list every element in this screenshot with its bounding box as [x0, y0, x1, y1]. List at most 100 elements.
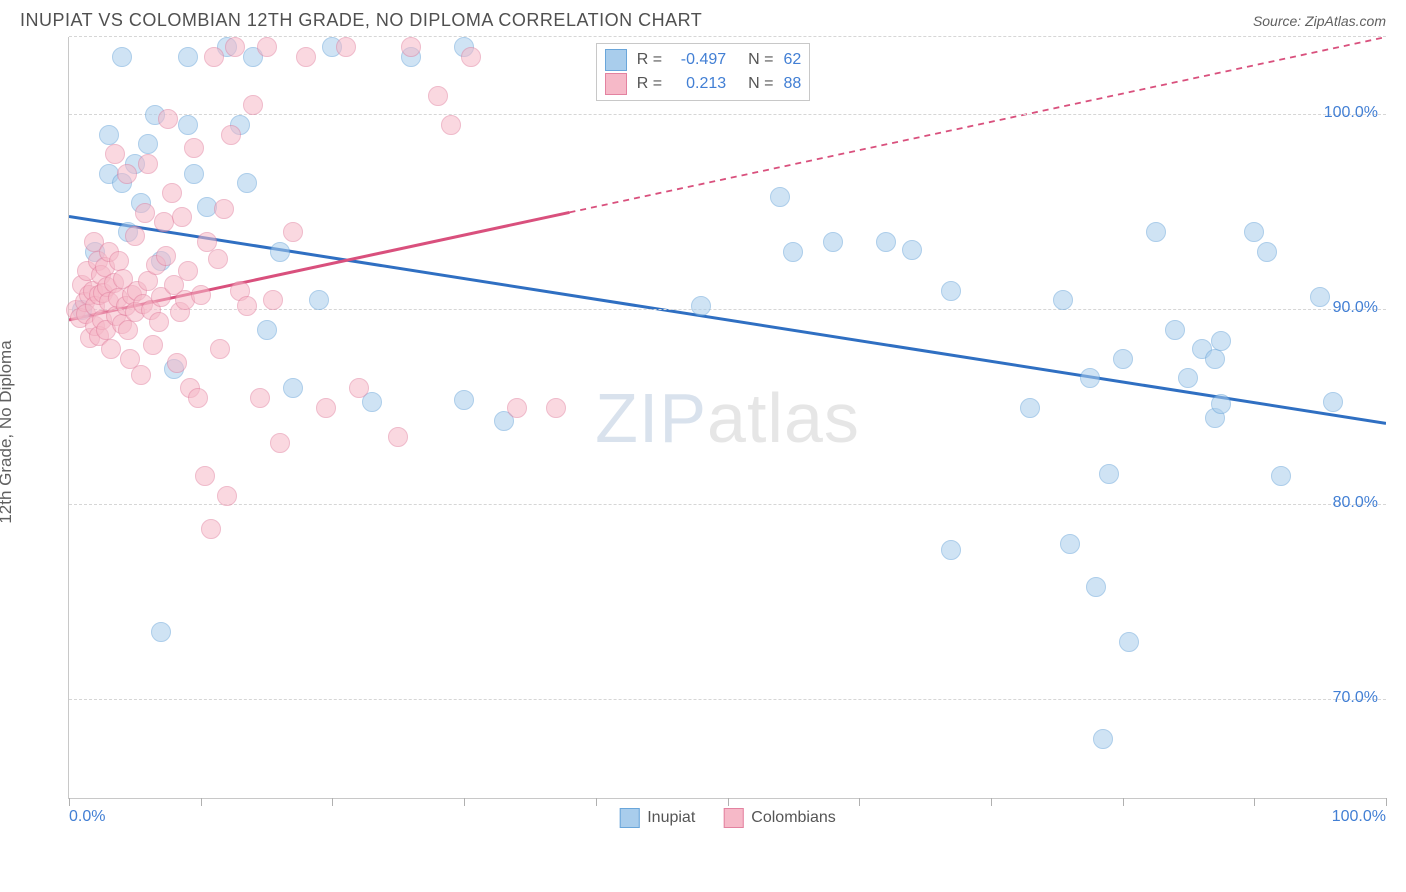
legend-swatch	[605, 49, 627, 71]
series-legend-label: Inupiat	[647, 809, 695, 827]
data-point	[184, 164, 204, 184]
data-point	[1211, 394, 1231, 414]
data-point	[1053, 290, 1073, 310]
data-point	[1146, 222, 1166, 242]
legend-r-label: R =	[637, 75, 662, 93]
data-point	[178, 47, 198, 67]
data-point	[349, 378, 369, 398]
legend-r-value: 0.213	[672, 75, 726, 93]
data-point	[902, 240, 922, 260]
data-point	[283, 222, 303, 242]
gridline	[69, 699, 1386, 700]
x-tick	[596, 798, 597, 806]
data-point	[401, 37, 421, 57]
source-label: Source: ZipAtlas.com	[1253, 13, 1386, 29]
data-point	[237, 173, 257, 193]
x-tick	[859, 798, 860, 806]
data-point	[237, 296, 257, 316]
data-point	[876, 232, 896, 252]
legend-row: R = -0.497 N = 62	[605, 48, 801, 72]
data-point	[1086, 577, 1106, 597]
data-point	[388, 427, 408, 447]
data-point	[1271, 466, 1291, 486]
data-point	[188, 388, 208, 408]
data-point	[184, 138, 204, 158]
legend-n-label: N =	[748, 51, 773, 69]
data-point	[1165, 320, 1185, 340]
data-point	[156, 246, 176, 266]
data-point	[1080, 368, 1100, 388]
data-point	[149, 312, 169, 332]
x-tick-label: 0.0%	[69, 808, 105, 826]
legend-r-value: -0.497	[672, 51, 726, 69]
x-tick	[332, 798, 333, 806]
data-point	[454, 390, 474, 410]
data-point	[941, 281, 961, 301]
data-point	[546, 398, 566, 418]
trend-lines	[69, 37, 1386, 798]
data-point	[138, 134, 158, 154]
data-point	[201, 519, 221, 539]
legend-swatch	[723, 808, 743, 828]
series-legend-item: Colombians	[723, 808, 835, 828]
watermark-zip: ZIP	[595, 379, 707, 457]
data-point	[143, 335, 163, 355]
legend-n-value: 62	[783, 51, 801, 69]
gridline	[69, 114, 1386, 115]
data-point	[441, 115, 461, 135]
data-point	[783, 242, 803, 262]
data-point	[99, 125, 119, 145]
data-point	[162, 183, 182, 203]
x-tick	[69, 798, 70, 806]
data-point	[1060, 534, 1080, 554]
gridline	[69, 504, 1386, 505]
y-tick-label: 80.0%	[1333, 494, 1378, 512]
chart-container: 12th Grade, No Diploma ZIPatlas R =-0.49…	[20, 37, 1386, 827]
data-point	[112, 47, 132, 67]
data-point	[1323, 392, 1343, 412]
data-point	[214, 199, 234, 219]
data-point	[117, 164, 137, 184]
legend-n-label: N =	[748, 75, 773, 93]
plot-area: ZIPatlas R =-0.497N =62R =0.213N =88 Inu…	[68, 37, 1386, 799]
data-point	[225, 37, 245, 57]
data-point	[691, 296, 711, 316]
data-point	[118, 320, 138, 340]
data-point	[172, 207, 192, 227]
data-point	[1119, 632, 1139, 652]
x-tick	[1254, 798, 1255, 806]
data-point	[1113, 349, 1133, 369]
data-point	[1310, 287, 1330, 307]
x-tick	[201, 798, 202, 806]
data-point	[1178, 368, 1198, 388]
y-tick-label: 70.0%	[1333, 689, 1378, 707]
data-point	[263, 290, 283, 310]
data-point	[1093, 729, 1113, 749]
data-point	[154, 212, 174, 232]
data-point	[138, 154, 158, 174]
data-point	[296, 47, 316, 67]
data-point	[208, 249, 228, 269]
legend-row: R =0.213N =88	[605, 72, 801, 96]
data-point	[151, 622, 171, 642]
gridline	[69, 309, 1386, 310]
data-point	[105, 144, 125, 164]
data-point	[1244, 222, 1264, 242]
series-legend: Inupiat Colombians	[619, 808, 836, 828]
legend-r-label: R =	[637, 51, 662, 69]
data-point	[178, 261, 198, 281]
y-axis-title: 12th Grade, No Diploma	[0, 340, 16, 523]
chart-title: INUPIAT VS COLOMBIAN 12TH GRADE, NO DIPL…	[20, 10, 702, 31]
data-point	[507, 398, 527, 418]
data-point	[823, 232, 843, 252]
data-point	[135, 203, 155, 223]
series-legend-label: Colombians	[751, 809, 835, 827]
watermark-atlas: atlas	[707, 379, 860, 457]
data-point	[270, 433, 290, 453]
data-point	[316, 398, 336, 418]
data-point	[217, 486, 237, 506]
data-point	[1020, 398, 1040, 418]
data-point	[131, 365, 151, 385]
data-point	[243, 95, 263, 115]
correlation-legend: R =-0.497N =62R =0.213N =88	[596, 43, 810, 101]
